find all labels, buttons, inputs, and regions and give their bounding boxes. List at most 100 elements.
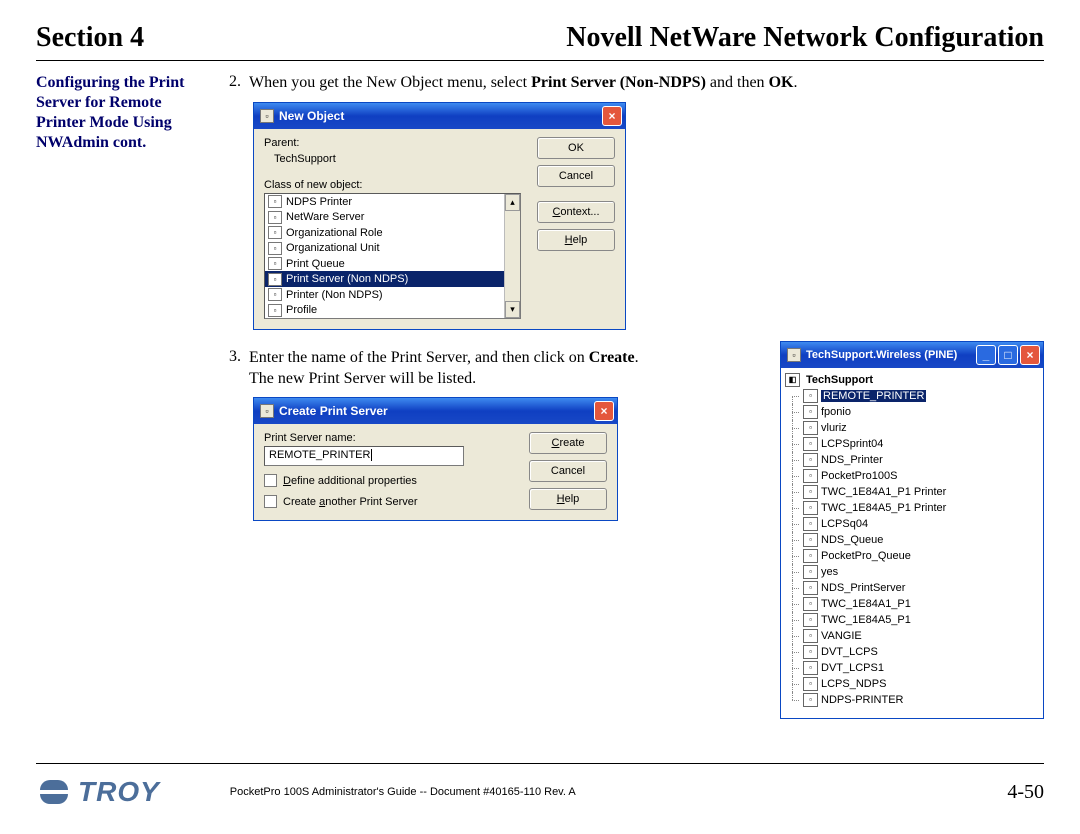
tree-item[interactable]: ▫DVT_LCPS1: [783, 660, 1041, 676]
define-props-checkbox[interactable]: Define additional properties: [264, 474, 513, 487]
list-item[interactable]: ▫ Print Queue: [265, 256, 520, 272]
tree-connector: [783, 404, 803, 420]
list-item-label: Print Queue: [286, 258, 345, 270]
object-icon: ▫: [268, 226, 282, 239]
titlebar[interactable]: ▫ Create Print Server ×: [254, 398, 617, 424]
tree-connector: [783, 468, 803, 484]
tree-node-icon: ▫: [803, 677, 818, 691]
tree-item[interactable]: ▫yes: [783, 564, 1041, 580]
create-printserver-dialog: ▫ Create Print Server × Print Server nam…: [253, 397, 618, 521]
titlebar[interactable]: ▫ TechSupport.Wireless (PINE) _ □ ×: [781, 342, 1043, 368]
tree-node-icon: ▫: [803, 565, 818, 579]
tree-connector: [783, 500, 803, 516]
object-icon: ▫: [268, 195, 282, 208]
tree-node-icon: ▫: [803, 485, 818, 499]
object-icon: ▫: [268, 257, 282, 270]
step-text: When you get the New Object menu, select…: [249, 73, 1044, 94]
tree-item[interactable]: ▫DVT_LCPS: [783, 644, 1041, 660]
tree-item[interactable]: ▫NDS_PrintServer: [783, 580, 1041, 596]
tree-item-label: VANGIE: [821, 630, 862, 642]
object-icon: ▫: [268, 273, 282, 286]
context-button[interactable]: Context...: [537, 201, 615, 223]
tree-item[interactable]: ▫VANGIE: [783, 628, 1041, 644]
parent-value: TechSupport: [270, 151, 521, 171]
step-3: 3. Enter the name of the Print Server, a…: [219, 348, 649, 390]
list-item[interactable]: ▫Profile: [265, 302, 520, 318]
tree-connector: [783, 452, 803, 468]
tree-connector: [783, 628, 803, 644]
tree-item[interactable]: ▫TWC_1E84A5_P1 Printer: [783, 500, 1041, 516]
list-item[interactable]: ▫Organizational Unit: [265, 240, 520, 256]
tree-item[interactable]: ▫LCPSprint04: [783, 436, 1041, 452]
name-input[interactable]: REMOTE_PRINTER: [264, 446, 464, 466]
checkbox-icon: [264, 474, 277, 487]
window-title: Create Print Server: [279, 404, 388, 418]
tree-item-label: TWC_1E84A5_P1 Printer: [821, 502, 946, 514]
tree-item[interactable]: ▫NDPS-PRINTER: [783, 692, 1041, 708]
tree-node-icon: ▫: [803, 645, 818, 659]
list-item[interactable]: ▫Print Server (Non NDPS): [265, 271, 520, 287]
ok-button[interactable]: OK: [537, 137, 615, 159]
tree-item[interactable]: ▫vluriz: [783, 420, 1041, 436]
logo-text: TROY: [78, 776, 160, 808]
tree-item[interactable]: ▫TWC_1E84A1_P1: [783, 596, 1041, 612]
list-item[interactable]: ▫NetWare Server: [265, 209, 520, 225]
tree-connector: [783, 420, 803, 436]
titlebar[interactable]: ▫ New Object ×: [254, 103, 625, 129]
tree-item[interactable]: ▫LCPSq04: [783, 516, 1041, 532]
tree-item[interactable]: ▫PocketPro_Queue: [783, 548, 1041, 564]
tree-item[interactable]: ▫LCPS_NDPS: [783, 676, 1041, 692]
cancel-button[interactable]: Cancel: [529, 460, 607, 482]
object-icon: ▫: [268, 242, 282, 255]
list-item[interactable]: ▫ NDPS Printer: [265, 194, 520, 210]
close-icon[interactable]: ×: [1020, 345, 1040, 365]
list-item-label: Printer (Non NDPS): [286, 289, 383, 301]
tree-item[interactable]: ▫REMOTE_PRINTER: [783, 388, 1041, 404]
tree-node-icon: ▫: [803, 549, 818, 563]
tree-item[interactable]: ▫PocketPro100S: [783, 468, 1041, 484]
minimize-icon[interactable]: _: [976, 345, 996, 365]
tree-item[interactable]: ▫TWC_1E84A1_P1 Printer: [783, 484, 1041, 500]
tree-item[interactable]: ▫fponio: [783, 404, 1041, 420]
create-button[interactable]: Create: [529, 432, 607, 454]
cancel-button[interactable]: Cancel: [537, 165, 615, 187]
tree-item-label: REMOTE_PRINTER: [821, 390, 926, 402]
tree-item-label: TWC_1E84A1_P1: [821, 598, 911, 610]
dialog-body: Print Server name: REMOTE_PRINTER Define…: [254, 424, 617, 520]
tree-root-label: TechSupport: [806, 374, 873, 386]
tree-item-label: DVT_LCPS1: [821, 662, 884, 674]
list-item-label: NDPS Printer: [286, 196, 352, 208]
tree-item[interactable]: ▫NDS_Queue: [783, 532, 1041, 548]
list-item[interactable]: ▫Printer (Non NDPS): [265, 287, 520, 303]
tree-item-label: NDPS-PRINTER: [821, 694, 904, 706]
maximize-icon[interactable]: □: [998, 345, 1018, 365]
tree-root[interactable]: ◧ TechSupport: [785, 372, 1041, 388]
help-button[interactable]: Help: [529, 488, 607, 510]
list-item[interactable]: ▫ Organizational Role: [265, 225, 520, 241]
tree-item-label: NDS_PrintServer: [821, 582, 905, 594]
close-icon[interactable]: ×: [602, 106, 622, 126]
tree-connector: [783, 484, 803, 500]
tree-node-icon: ▫: [803, 389, 818, 403]
tree-item-label: TWC_1E84A5_P1: [821, 614, 911, 626]
help-button[interactable]: Help: [537, 229, 615, 251]
text-bold: Create: [589, 349, 635, 366]
class-listbox[interactable]: ▫NDPS Printer▫NetWare Server▫Organizatio…: [264, 193, 521, 319]
close-icon[interactable]: ×: [594, 401, 614, 421]
tree-item[interactable]: ▫NDS_Printer: [783, 452, 1041, 468]
text-bold: OK: [769, 74, 794, 91]
create-another-checkbox[interactable]: Create another Print Server: [264, 495, 513, 508]
tree-item-label: LCPS_NDPS: [821, 678, 886, 690]
tree-connector: [783, 692, 803, 708]
tree-item[interactable]: ▫TWC_1E84A5_P1: [783, 612, 1041, 628]
dialog-body: Parent: TechSupport Class of new object:…: [254, 129, 625, 329]
tree-connector: [783, 580, 803, 596]
tree-connector: [783, 660, 803, 676]
list-item-label: Organizational Role: [286, 227, 383, 239]
tree-item-label: vluriz: [821, 422, 847, 434]
tree-node-icon: ▫: [803, 693, 818, 707]
tree-node-icon: ▫: [803, 453, 818, 467]
tree-body[interactable]: ◧ TechSupport ▫REMOTE_PRINTER▫fponio▫vlu…: [781, 368, 1043, 718]
tree-item-label: fponio: [821, 406, 851, 418]
scrollbar[interactable]: [504, 194, 520, 318]
